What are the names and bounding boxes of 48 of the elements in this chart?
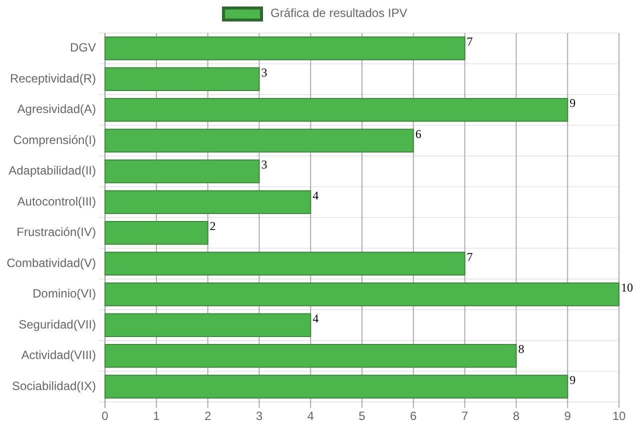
x-tick-label: 8 [512,409,520,423]
x-tick-label: 2 [204,409,212,423]
bar [104,220,208,245]
data-label: 9 [570,372,576,387]
x-tick-label: 9 [564,409,572,423]
x-tick-label: 0 [102,409,109,423]
data-label: 9 [570,96,576,110]
x-tick-label: 5 [358,409,366,423]
data-label: 4 [312,311,319,326]
y-tick-label: Autocontrol(III) [17,194,96,208]
y-tick-label: Agresividad(A) [17,102,96,116]
legend-label: Gráfica de resultados IPV [270,6,408,20]
y-tick-label: DGV [70,40,96,55]
data-label: 6 [415,126,422,141]
data-label: 7 [466,34,473,49]
y-tick-label: Frustración(IV) [16,225,96,240]
data-label: 2 [210,219,216,234]
bar [104,252,466,276]
bar [104,128,414,152]
bar [104,282,620,306]
x-tick-label: 6 [410,409,418,423]
bar [104,344,517,368]
bar [104,374,568,398]
data-label: 8 [518,342,524,356]
y-tick-label: Actividad(VIII) [21,348,96,362]
y-tick-label: Receptividad(R) [10,71,96,86]
bar [104,190,312,214]
data-label: 4 [312,188,319,202]
data-label: 7 [466,250,473,264]
x-tick-label: 3 [256,409,263,423]
y-tick-label: Sociabilidad(IX) [12,378,96,393]
data-label: 3 [261,158,268,172]
y-tick-label: Dominio(VI) [32,286,96,301]
data-label: 3 [261,65,268,80]
bar [104,159,260,184]
data-label: 10 [621,280,633,295]
x-tick-label: 4 [307,409,314,423]
x-tick-label: 10 [612,409,626,423]
bar [104,98,568,122]
bar [104,36,466,60]
y-tick-label: Adaptabilidad(II) [8,164,96,178]
y-tick-label: Combatividad(V) [6,256,96,270]
x-tick-label: 7 [461,409,468,423]
bar [104,313,312,337]
bar [104,67,260,92]
y-tick-label: Comprensión(I) [13,132,96,147]
x-tick-label: 1 [153,409,160,423]
y-tick-label: Seguridad(VII) [18,317,96,332]
